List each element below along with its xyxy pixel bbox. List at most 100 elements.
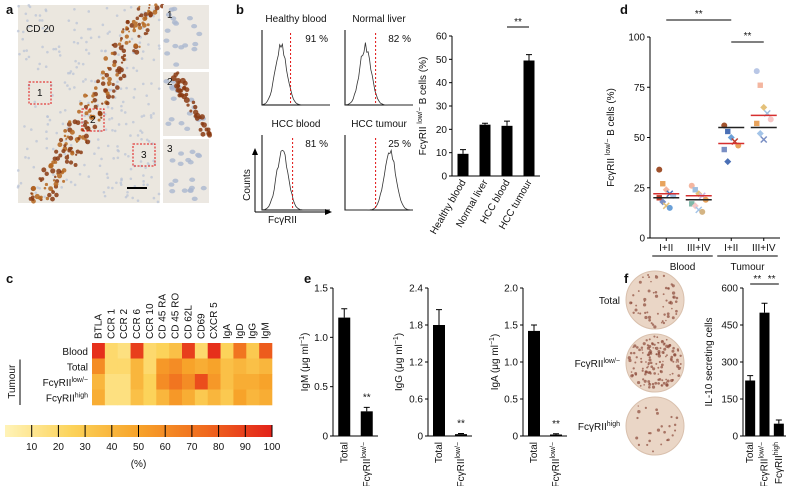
spot xyxy=(655,363,657,365)
stained-cell xyxy=(199,114,205,120)
x-tick-label-part: low/− xyxy=(550,442,557,459)
y-axis-label-part: low/− xyxy=(417,107,424,124)
spot xyxy=(638,444,640,446)
nucleus xyxy=(105,128,108,131)
stained-cell xyxy=(83,120,87,124)
y-axis-label: IgM (μg ml−1) xyxy=(299,333,311,392)
stained-cell xyxy=(47,193,51,197)
nucleus xyxy=(43,196,46,199)
nucleus xyxy=(74,60,77,63)
stained-cell xyxy=(96,79,100,83)
nucleus xyxy=(85,49,88,52)
nucleus xyxy=(35,14,38,17)
nucleus xyxy=(65,178,68,181)
nucleus xyxy=(38,63,41,66)
nucleus xyxy=(66,84,69,87)
nucleus xyxy=(131,38,134,41)
stained-cell xyxy=(189,110,192,113)
inset-label: 2 xyxy=(167,77,173,88)
nucleus xyxy=(29,6,32,9)
nucleus xyxy=(184,127,190,131)
nucleus xyxy=(165,122,171,126)
spot xyxy=(667,438,670,441)
stained-cell xyxy=(125,26,128,29)
significance: ** xyxy=(363,392,371,403)
spot xyxy=(672,373,674,375)
y-axis-label-part: −1 xyxy=(489,337,496,345)
stained-cell xyxy=(65,160,69,164)
nucleus xyxy=(82,63,85,66)
spot xyxy=(652,450,654,452)
stained-cell xyxy=(138,46,140,48)
spot xyxy=(630,352,633,355)
spot xyxy=(638,348,641,351)
stained-cell xyxy=(133,27,135,29)
spot xyxy=(668,425,670,427)
spot xyxy=(675,300,678,303)
nucleus xyxy=(120,105,123,108)
nucleus xyxy=(115,181,118,184)
spot xyxy=(670,301,672,303)
nucleus xyxy=(107,145,110,148)
well-label-part: FcγRII xyxy=(575,359,604,370)
significance: ** xyxy=(552,419,560,430)
spot xyxy=(658,354,661,357)
spot xyxy=(648,316,651,319)
spot xyxy=(676,359,679,362)
spot xyxy=(647,380,650,383)
column-label: IgA xyxy=(222,324,233,339)
stained-cell xyxy=(41,167,46,172)
bar xyxy=(433,325,445,436)
heat-cell xyxy=(156,343,169,359)
nucleus xyxy=(28,56,31,59)
spot xyxy=(637,312,639,314)
x-tick-label: I+II xyxy=(659,243,673,254)
heat-cell xyxy=(156,359,169,375)
stained-cell xyxy=(199,128,203,132)
nucleus xyxy=(78,62,81,65)
spot xyxy=(649,383,651,385)
spot xyxy=(642,378,644,380)
region-label: 3 xyxy=(141,150,147,161)
nucleus xyxy=(39,14,42,17)
stained-cell xyxy=(121,61,123,63)
nucleus xyxy=(34,192,37,195)
y-tick-label: 1.0 xyxy=(314,333,328,344)
stained-cell xyxy=(51,190,55,194)
spot xyxy=(656,412,659,415)
error-bar xyxy=(776,420,782,424)
spot xyxy=(648,289,651,292)
nucleus xyxy=(87,10,90,13)
nucleus xyxy=(52,173,55,176)
nucleus xyxy=(88,52,91,55)
spot xyxy=(662,361,663,362)
nucleus xyxy=(144,166,147,169)
group-label: Tumour xyxy=(730,262,765,273)
nucleus xyxy=(137,134,140,137)
spot xyxy=(647,344,649,346)
y-tick-label: 2.0 xyxy=(504,284,518,295)
spot xyxy=(669,344,671,346)
nucleus xyxy=(20,182,23,185)
column-label: IgG xyxy=(248,323,259,339)
y-tick-label: 20 xyxy=(436,125,448,136)
spot xyxy=(647,366,648,367)
heat-cell xyxy=(156,390,169,406)
stained-cell xyxy=(70,151,74,155)
y-axis-label-part: IL-10 secreting cells xyxy=(704,318,715,407)
row-label-part: FcγRII xyxy=(43,378,72,389)
spot xyxy=(671,308,673,310)
nucleus xyxy=(150,176,153,179)
column-label: BTLA xyxy=(93,314,104,339)
spot xyxy=(647,347,650,350)
stained-cell xyxy=(119,67,124,72)
stained-cell xyxy=(77,110,81,114)
spot xyxy=(677,350,679,352)
stained-cell xyxy=(146,32,148,34)
nucleus xyxy=(169,189,175,193)
nucleus xyxy=(163,39,169,43)
y-tick-label: 0.5 xyxy=(504,395,518,406)
nucleus xyxy=(73,29,76,32)
stained-cell xyxy=(68,147,72,151)
nucleus xyxy=(171,97,177,101)
